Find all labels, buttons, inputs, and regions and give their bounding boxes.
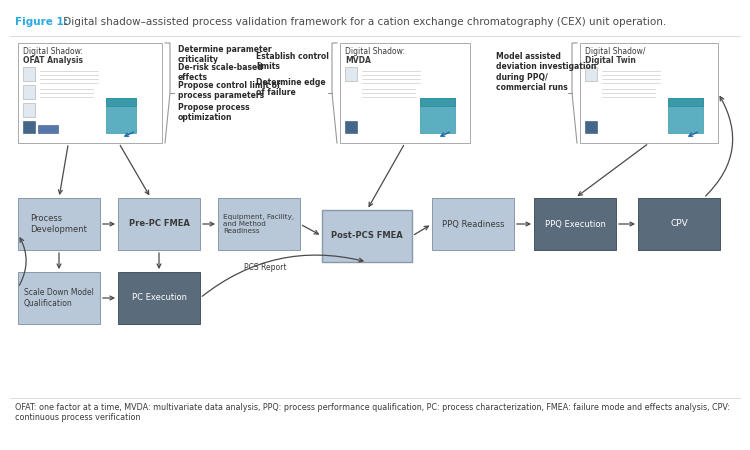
Bar xyxy=(118,198,200,250)
Bar xyxy=(534,198,616,250)
Bar xyxy=(23,85,35,99)
Text: PCS Report: PCS Report xyxy=(244,263,286,272)
Text: MVDA: MVDA xyxy=(345,56,370,65)
Bar xyxy=(668,98,703,106)
Text: De-risk scale-based
effects: De-risk scale-based effects xyxy=(178,63,262,82)
Text: CPV: CPV xyxy=(670,220,688,229)
Bar xyxy=(23,67,35,81)
Text: OFAT Analysis: OFAT Analysis xyxy=(23,56,83,65)
Text: Establish control
limits: Establish control limits xyxy=(256,52,328,72)
Bar xyxy=(340,43,470,143)
Bar xyxy=(18,198,100,250)
Bar xyxy=(345,121,357,133)
Text: Process
Development: Process Development xyxy=(31,214,88,234)
Text: Determine parameter
criticality: Determine parameter criticality xyxy=(178,45,272,64)
Text: Post-PCS FMEA: Post-PCS FMEA xyxy=(332,231,403,240)
Text: Digital Shadow/: Digital Shadow/ xyxy=(585,47,646,56)
Bar xyxy=(38,125,58,133)
Bar xyxy=(106,98,136,106)
Bar xyxy=(638,198,720,250)
Text: PPQ Execution: PPQ Execution xyxy=(544,220,605,229)
Bar xyxy=(580,43,718,143)
Text: Figure 1:: Figure 1: xyxy=(15,17,68,27)
Text: PC Execution: PC Execution xyxy=(131,293,187,302)
Bar xyxy=(106,98,136,133)
Text: PPQ Readiness: PPQ Readiness xyxy=(442,220,504,229)
Text: Digital Shadow:: Digital Shadow: xyxy=(345,47,405,56)
Text: OFAT: one factor at a time, MVDA: multivariate data analysis, PPQ: process perfo: OFAT: one factor at a time, MVDA: multiv… xyxy=(15,403,730,423)
Text: Digital Shadow:: Digital Shadow: xyxy=(23,47,83,56)
Bar xyxy=(420,98,455,106)
Bar xyxy=(668,98,703,133)
Bar xyxy=(585,67,597,81)
Bar xyxy=(432,198,514,250)
Bar xyxy=(420,98,455,133)
Text: Model assisted
deviation investigation
during PPQ/
commercial runs: Model assisted deviation investigation d… xyxy=(496,52,596,92)
Text: Equipment, Facility,
and Method
Readiness: Equipment, Facility, and Method Readines… xyxy=(224,214,295,234)
Text: Scale Down Model
Qualification: Scale Down Model Qualification xyxy=(24,288,94,308)
Text: Determine edge
of failure: Determine edge of failure xyxy=(256,78,326,97)
Bar xyxy=(118,272,200,324)
Bar xyxy=(23,103,35,117)
Text: Digital shadow–assisted process validation framework for a cation exchange chrom: Digital shadow–assisted process validati… xyxy=(60,17,666,27)
Text: Propose process
optimization: Propose process optimization xyxy=(178,103,250,122)
Text: Pre-PC FMEA: Pre-PC FMEA xyxy=(128,220,190,229)
Bar xyxy=(23,121,35,133)
Bar xyxy=(322,210,412,262)
Text: Propose control limit of
process parameters: Propose control limit of process paramet… xyxy=(178,81,280,100)
Bar xyxy=(18,43,162,143)
Bar xyxy=(218,198,300,250)
Bar xyxy=(345,67,357,81)
Bar xyxy=(585,121,597,133)
Text: Digital Twin: Digital Twin xyxy=(585,56,636,65)
Bar xyxy=(18,272,100,324)
